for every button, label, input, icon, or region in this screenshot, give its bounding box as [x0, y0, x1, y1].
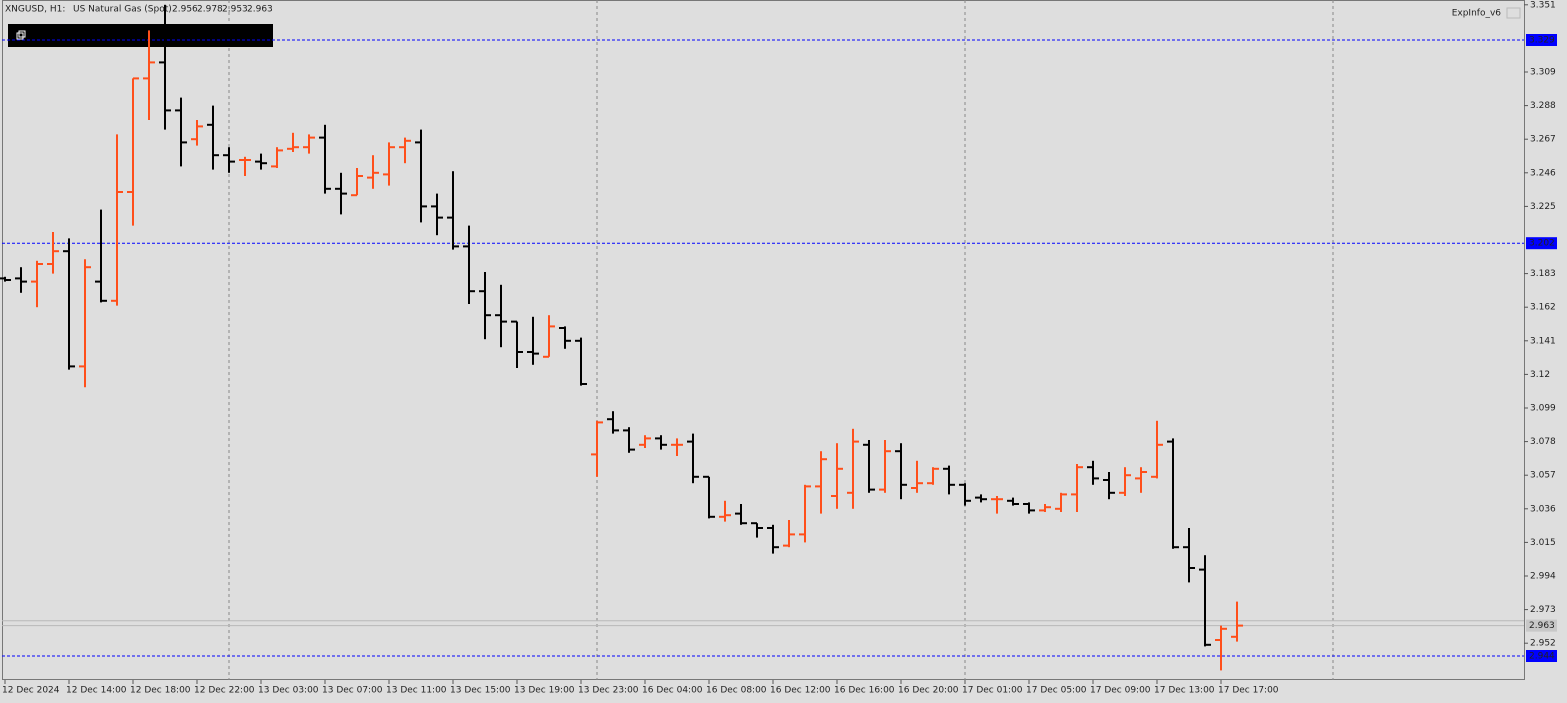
x-tick-label: 13 Dec 23:00	[578, 686, 639, 696]
x-tick-label: 12 Dec 2024	[2, 686, 60, 696]
x-tick-label: 13 Dec 19:00	[514, 686, 575, 696]
x-tick-label: 13 Dec 07:00	[322, 686, 383, 696]
y-tick-label: 3.351	[1530, 0, 1556, 10]
x-tick-label: 17 Dec 17:00	[1218, 686, 1279, 696]
restore-icon-back	[18, 30, 26, 38]
x-tick-label: 13 Dec 03:00	[258, 686, 319, 696]
y-tick-label: 3.246	[1530, 168, 1556, 178]
y-tick-label: 3.099	[1530, 404, 1556, 414]
indicator-icon	[1506, 7, 1521, 19]
x-tick-label: 17 Dec 09:00	[1090, 686, 1151, 696]
x-tick-label: 16 Dec 12:00	[770, 686, 831, 696]
separators	[228, 0, 1334, 680]
x-tick-label: 17 Dec 01:00	[962, 686, 1023, 696]
y-tick-label: 3.015	[1530, 538, 1556, 548]
x-tick-label: 16 Dec 16:00	[834, 686, 895, 696]
y-tick-label: 3.183	[1530, 269, 1556, 279]
plot-frame	[2, 0, 1525, 680]
y-tick-label: 2.952	[1530, 639, 1556, 649]
level-label-box	[1526, 237, 1557, 250]
bid-label: 2.963	[1529, 621, 1555, 631]
close-value: 2.963	[247, 5, 273, 15]
x-tick-label: 12 Dec 18:00	[130, 686, 191, 696]
x-tick-label: 13 Dec 15:00	[450, 686, 511, 696]
y-tick-label: 2.994	[1530, 572, 1556, 582]
x-tick-label: 16 Dec 20:00	[898, 686, 959, 696]
y-tick-label: 3.309	[1530, 68, 1556, 78]
level-label: 3.202	[1529, 239, 1555, 249]
y-tick-label: 3.12	[1530, 370, 1550, 380]
x-tick-label: 16 Dec 08:00	[706, 686, 767, 696]
level-label-box	[1526, 34, 1557, 46]
x-tick-label: 17 Dec 05:00	[1026, 686, 1087, 696]
x-tick-label: 13 Dec 11:00	[386, 686, 447, 696]
restore-icon[interactable]	[16, 32, 24, 40]
x-tick-label: 12 Dec 14:00	[66, 686, 127, 696]
x-tick-label: 17 Dec 13:00	[1154, 686, 1215, 696]
bid-label-box	[1526, 619, 1557, 632]
open-value: 2.956	[172, 5, 198, 15]
level-label: 3.329	[1529, 36, 1555, 46]
y-tick-label: 3.288	[1530, 101, 1556, 111]
y-tick-label: 2.973	[1530, 605, 1556, 615]
level-label: 2.944	[1529, 652, 1555, 662]
x-tick-label: 12 Dec 22:00	[194, 686, 255, 696]
y-tick-label: 3.078	[1530, 437, 1556, 447]
y-tick-label: 3.225	[1530, 202, 1556, 212]
y-tick-label: 3.141	[1530, 336, 1556, 346]
y-tick-label: 3.267	[1530, 135, 1556, 145]
low-value: 2.953	[222, 5, 248, 15]
level-label-box	[1526, 650, 1557, 662]
symbol: XNGUSD, H1:	[5, 5, 65, 15]
y-tick-label: 3.057	[1530, 471, 1556, 481]
y-tick-label: 3.036	[1530, 504, 1556, 514]
panel-box[interactable]	[8, 24, 273, 47]
y-tick-label: 3.162	[1530, 303, 1556, 313]
instrument: US Natural Gas (Spot)	[73, 5, 172, 15]
x-tick-label: 16 Dec 04:00	[642, 686, 703, 696]
high-value: 2.978	[197, 5, 223, 15]
indicator-label: ExpInfo_v6	[1452, 9, 1502, 19]
